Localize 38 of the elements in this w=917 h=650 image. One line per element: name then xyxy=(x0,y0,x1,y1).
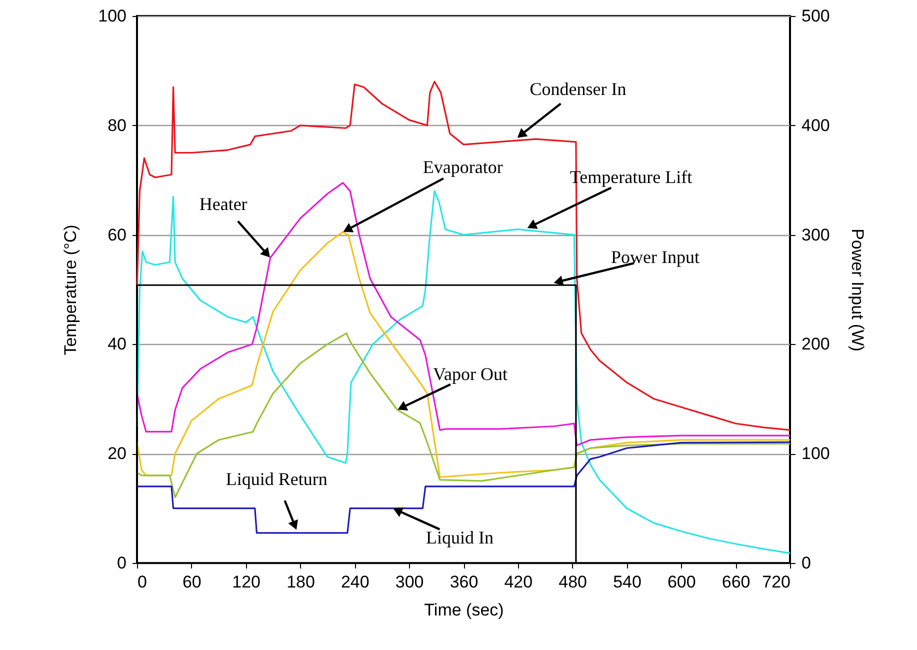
x-tick-label: 240 xyxy=(340,572,370,592)
x-tick-label: 720 xyxy=(762,572,790,592)
y2-axis-title: Power Input (W) xyxy=(848,228,867,352)
x-tick-label: 540 xyxy=(613,572,642,592)
x-tick-label: 360 xyxy=(450,572,478,592)
annotation: Vapor Out xyxy=(433,364,508,384)
y-tick-label: 100 xyxy=(98,6,126,26)
x-axis-title: Time (sec) xyxy=(424,600,504,620)
x-tick-label: 180 xyxy=(286,572,315,592)
annotation: Condenser In xyxy=(530,78,626,99)
x-tick-label: 0 xyxy=(138,572,147,592)
line-series xyxy=(136,80,791,431)
y2-tick-label: 300 xyxy=(802,225,830,244)
annotation: Liquid In xyxy=(426,527,494,548)
x-tick-label: 300 xyxy=(395,572,424,592)
x-tick-label: 120 xyxy=(232,572,261,592)
y-tick-label: 60 xyxy=(108,225,126,244)
y2-tick-label: 500 xyxy=(802,6,830,26)
x-tick-label: 600 xyxy=(667,572,696,592)
y-tick-label: 0 xyxy=(117,554,126,572)
y-axis-title: Temperature (°C) xyxy=(61,224,80,356)
annotation: Liquid Return xyxy=(226,469,328,490)
annotation: Power Input xyxy=(611,246,700,267)
y-tick-label: 40 xyxy=(108,334,126,354)
y-tick-label: 20 xyxy=(108,444,126,464)
y-tick-label: 80 xyxy=(108,116,126,135)
y2-tick-label: 100 xyxy=(802,444,830,464)
x-tick-label: 60 xyxy=(182,572,202,592)
y2-tick-label: 200 xyxy=(802,334,830,354)
line-series xyxy=(136,190,791,554)
x-tick-label: 660 xyxy=(722,572,750,592)
line-series xyxy=(136,332,791,498)
y2-tick-label: 0 xyxy=(802,554,811,572)
x-tick-label: 480 xyxy=(558,572,588,592)
annotation: Heater xyxy=(199,194,248,214)
y2-tick-label: 400 xyxy=(802,116,830,135)
x-tick-label: 420 xyxy=(504,572,533,592)
annotation: Evaporator xyxy=(422,157,503,178)
